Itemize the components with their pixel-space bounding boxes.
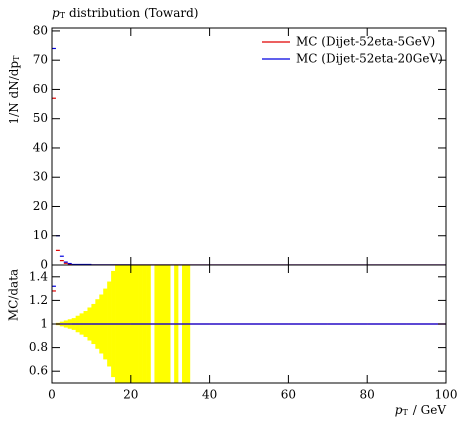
y-tick-label: 80 [33, 23, 48, 37]
x-axis-label: pT / GeV [395, 403, 447, 418]
y-tick-label: 1.2 [29, 293, 48, 307]
y-tick-label: 0 [40, 258, 48, 272]
y-tick-label: 30 [33, 170, 48, 184]
y-label-subscript: T [12, 55, 21, 61]
legend-label: MC (Dijet-52eta-20GeV) [296, 52, 443, 66]
y-tick-label: 50 [33, 111, 48, 125]
y-tick-label: 0.8 [29, 340, 48, 354]
title-subscript: T [60, 11, 66, 20]
y-tick-label: 60 [33, 82, 48, 96]
x-tick-label: 20 [123, 388, 138, 402]
y-axis-label: 1/N dN/dpT [7, 55, 22, 125]
y-tick-label: 1.4 [29, 269, 48, 283]
y-label-text: 1/N dN/dp [7, 61, 21, 125]
x-label-subscript: T [402, 408, 408, 417]
ratio-y-label: MC/data [7, 269, 21, 321]
y-tick-label: 10 [33, 228, 48, 242]
x-tick-label: 100 [435, 388, 458, 402]
legend-label: MC (Dijet-52eta-5GeV) [296, 35, 435, 49]
x-tick-label: 80 [360, 388, 375, 402]
y-tick-label: 40 [33, 140, 48, 154]
y-tick-label: 20 [33, 199, 48, 213]
title-text: distribution (Toward) [69, 6, 198, 20]
y-tick-label: 70 [33, 53, 48, 67]
x-tick-label: 40 [202, 388, 217, 402]
x-tick-label: 60 [281, 388, 296, 402]
y-tick-label: 1 [40, 317, 48, 331]
y-tick-label: 0.6 [29, 364, 48, 378]
x-label-symbol: p [395, 403, 403, 417]
ratio-frame [51, 264, 447, 384]
x-tick-label: 0 [48, 388, 56, 402]
ratio-plot [52, 265, 446, 383]
title-symbol: p [52, 6, 60, 20]
main-plot [52, 47, 446, 265]
chart-title: pT distribution (Toward) [52, 6, 198, 21]
x-label-text: / GeV [413, 403, 447, 417]
